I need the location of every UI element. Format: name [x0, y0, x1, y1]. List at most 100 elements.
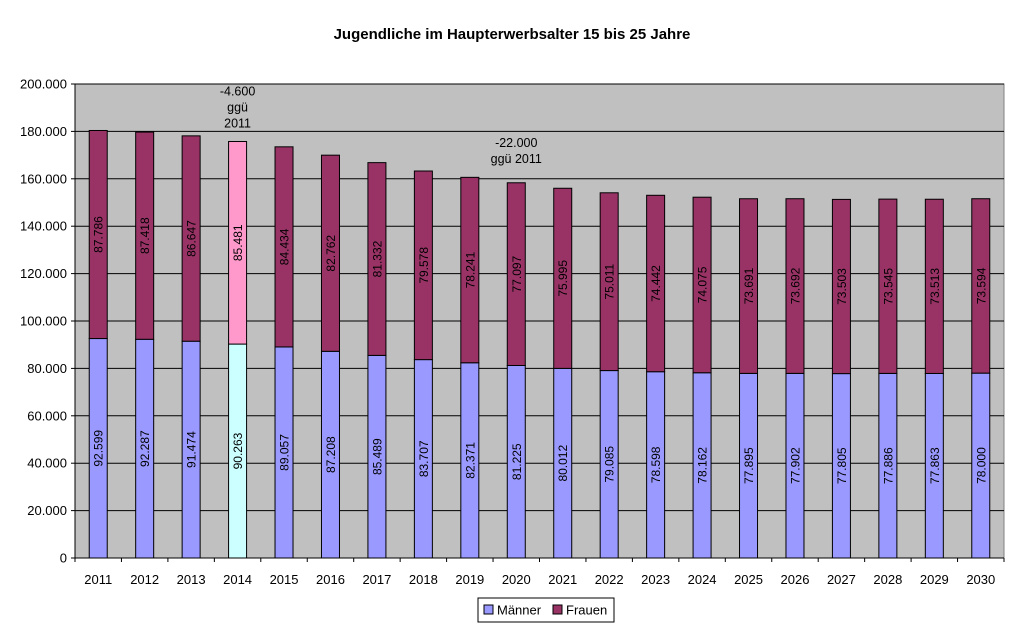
y-tick-label: 80.000	[27, 361, 67, 376]
bar-value-label: 79.085	[603, 446, 617, 483]
x-tick-label: 2020	[502, 572, 531, 587]
y-tick-label: 140.000	[20, 219, 67, 234]
bar-value-label: 85.489	[370, 438, 384, 475]
annotation-line: ggü 2011	[491, 152, 542, 166]
x-tick-label: 2025	[734, 572, 763, 587]
y-tick-label: 40.000	[27, 456, 67, 471]
x-tick-label: 2011	[84, 572, 112, 587]
bar-frauen-2017	[367, 162, 387, 356]
bar-frauen-2014	[228, 140, 248, 345]
bar-value-label: 78.241	[463, 251, 477, 288]
bar-frauen-2018	[413, 170, 433, 361]
x-tick-label: 2018	[409, 572, 438, 587]
y-tick-label: 20.000	[27, 503, 67, 518]
bar-value-label: 73.503	[835, 268, 849, 305]
bar-frauen-2024	[692, 196, 712, 374]
annotation-2020: -22.000 ggü 2011	[491, 136, 542, 166]
bar-value-label: 87.418	[138, 217, 152, 254]
bar-value-label: 75.995	[556, 260, 570, 297]
bar-frauen-2016	[320, 154, 340, 352]
bar-value-label: 75.011	[603, 263, 617, 299]
y-tick-label: 60.000	[27, 408, 67, 423]
bar-frauen-2029	[924, 198, 944, 374]
annotation-line: -22.000	[495, 136, 537, 150]
y-tick-label: 160.000	[20, 171, 67, 186]
legend-box	[477, 597, 615, 623]
y-tick-label: 100.000	[20, 314, 67, 329]
y-tick-label: 200.000	[20, 77, 67, 92]
bar-value-label: 86.647	[185, 220, 199, 257]
bar-value-label: 73.594	[974, 267, 988, 304]
bar-frauen-2030	[971, 198, 991, 374]
annotation-line: -4.600	[220, 84, 255, 98]
bar-value-labels: 92.599 87.786 92.287 87.418 91.474 86.647 90.2…	[92, 216, 989, 484]
bar-value-label: 73.692	[788, 267, 802, 304]
bar-value-label: 82.371	[463, 442, 477, 479]
annotation-line: ggü	[227, 100, 248, 114]
bar-value-label: 77.902	[788, 447, 802, 484]
chart-title: Jugendliche im Haupterwerbsalter 15 bis …	[334, 26, 691, 43]
bar-frauen-2023	[646, 194, 666, 373]
bar-value-label: 73.513	[928, 268, 942, 305]
bar-value-label: 73.545	[881, 268, 895, 305]
bar-frauen-2019	[460, 176, 480, 364]
x-tick-label: 2012	[130, 572, 159, 587]
bar-value-label: 90.263	[231, 432, 245, 469]
bar-frauen-2015	[274, 146, 294, 348]
legend: Männer Frauen	[477, 597, 615, 623]
x-tick-label: 2021	[548, 572, 577, 587]
bar-value-label: 78.000	[974, 447, 988, 484]
bar-frauen-2013	[181, 135, 201, 342]
bar-value-label: 78.162	[696, 447, 710, 484]
bar-value-label: 77.805	[835, 447, 849, 484]
legend-label: Männer	[497, 603, 542, 618]
x-tick-label: 2028	[873, 572, 902, 587]
x-tick-label: 2026	[781, 572, 810, 587]
bar-value-label: 79.578	[417, 247, 431, 284]
bar-value-label: 89.057	[278, 434, 292, 471]
x-tick-label: 2023	[641, 572, 670, 587]
x-tick-label: 2014	[223, 572, 252, 587]
x-tick-label: 2022	[595, 572, 624, 587]
bar-frauen-2021	[553, 187, 573, 369]
x-tick-label: 2024	[688, 572, 717, 587]
bar-value-label: 80.012	[556, 445, 570, 482]
bar-frauen-2028	[878, 198, 898, 374]
bar-value-label: 83.707	[417, 440, 431, 477]
y-tick-label: 0	[60, 551, 67, 566]
legend-label: Frauen	[566, 603, 607, 618]
bar-value-label: 91.474	[185, 431, 199, 468]
bar-value-label: 87.208	[324, 436, 338, 473]
annotations: -4.600 ggü 2011 -22.000 ggü 2011	[220, 84, 542, 165]
bar-value-label: 92.599	[92, 430, 106, 467]
legend-swatch-frauen	[552, 604, 563, 615]
bar-value-label: 77.097	[510, 255, 524, 292]
bar-value-label: 92.287	[138, 430, 152, 467]
annotation-line: 2011	[224, 116, 251, 130]
x-tick-label: 2016	[316, 572, 345, 587]
bar-value-label: 87.786	[92, 216, 106, 253]
bar-frauen-2026	[785, 198, 805, 374]
bar-value-label: 81.332	[370, 240, 384, 277]
bar-frauen-2025	[739, 198, 759, 374]
bar-frauen-2027	[831, 198, 851, 375]
bar-value-label: 85.481	[231, 224, 245, 261]
bar-frauen-2022	[599, 192, 619, 372]
x-tick-label: 2029	[920, 572, 949, 587]
y-tick-label: 120.000	[20, 266, 67, 281]
bar-value-label: 73.691	[742, 267, 756, 304]
x-tick-label: 2027	[827, 572, 856, 587]
x-axis-tick-labels: 2011 2012 2013 2014 2015 2016 2017 2018 2019 2020…	[74, 558, 1005, 587]
bar-value-label: 77.863	[928, 447, 942, 484]
bars	[88, 129, 991, 559]
x-tick-label: 2015	[270, 572, 299, 587]
bar-value-label: 74.075	[696, 266, 710, 303]
y-axis-tick-labels: 0 20.000 40.000 60.000 80.000 100.000 120.000 1…	[20, 77, 75, 566]
bar-value-label: 77.895	[742, 447, 756, 484]
bar-value-label: 74.442	[649, 265, 663, 302]
x-tick-label: 2017	[362, 572, 391, 587]
bar-value-label: 84.434	[278, 228, 292, 265]
annotation-2014: -4.600 ggü 2011	[220, 84, 255, 130]
legend-swatch-maenner	[483, 604, 494, 615]
